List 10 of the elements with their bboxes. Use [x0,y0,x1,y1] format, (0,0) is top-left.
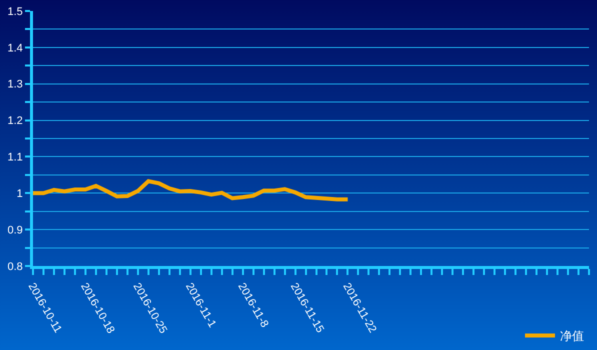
y-tick-label: 0.8 [8,260,23,273]
y-tick-label: 1.3 [8,78,23,91]
line-series [33,179,350,202]
y-tick-label: 0.9 [8,224,23,236]
y-tick-label: 1.5 [8,6,23,18]
y-tick-label: 1 [16,188,23,200]
y-tick-label: 1.2 [8,115,23,128]
y-tick-label: 1.4 [8,42,23,54]
y-tick-label: 1.1 [8,152,23,164]
legend-label: 净值 [560,329,584,344]
